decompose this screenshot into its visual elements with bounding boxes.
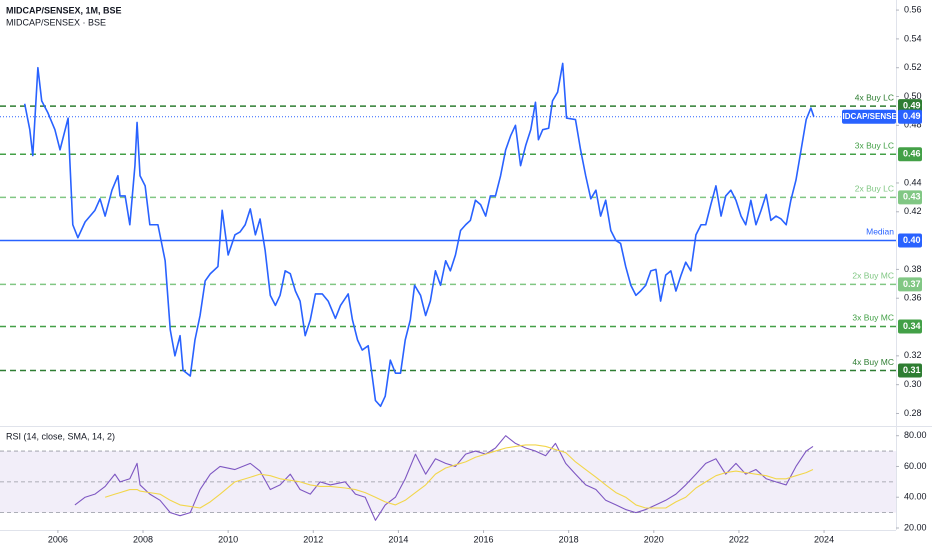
y-tick-label: 60.00	[904, 461, 927, 471]
last-value-label: 0.49	[903, 111, 921, 121]
y-tick-label: 0.50	[904, 91, 922, 101]
level-tag-label: 0.46	[903, 149, 921, 159]
y-tick-label: 0.38	[904, 264, 922, 274]
level-tag-label: 0.40	[903, 235, 921, 245]
x-tick-label: 2012	[303, 534, 323, 544]
level-label: 2x Buy MC	[852, 271, 894, 281]
level-label: 3x Buy MC	[852, 313, 894, 323]
y-tick-label: 0.36	[904, 293, 922, 303]
chart-subtitle: MIDCAP/SENSEX · BSE	[6, 17, 106, 27]
last-value-tag	[898, 109, 922, 124]
x-tick-label: 2016	[474, 534, 494, 544]
level-label: 3x Buy LC	[855, 141, 894, 151]
x-tick-label: 2018	[559, 534, 579, 544]
series-name-tag	[842, 109, 896, 124]
y-tick-label: 0.32	[904, 350, 922, 360]
level-label: Median	[866, 227, 894, 237]
y-tick-label: 0.28	[904, 408, 922, 418]
level-tag	[898, 190, 922, 205]
x-tick-label: 2014	[388, 534, 408, 544]
level-label: 4x Buy LC	[855, 92, 894, 102]
y-tick-label: 0.30	[904, 379, 922, 389]
series-name: MIDCAP/SENSEX	[836, 112, 903, 121]
level-label: 2x Buy LC	[855, 184, 894, 194]
x-tick-label: 2024	[814, 534, 834, 544]
x-tick-label: 2006	[48, 534, 68, 544]
series-line	[104, 444, 814, 509]
level-tag-label: 0.31	[903, 365, 921, 375]
y-tick-label: 0.56	[904, 4, 922, 14]
y-tick-label: 0.52	[904, 62, 922, 72]
level-label: 4x Buy MC	[852, 357, 894, 367]
y-tick-label: 20.00	[904, 522, 927, 532]
series-line	[23, 62, 815, 408]
level-tag	[898, 147, 922, 162]
level-tag	[898, 319, 922, 334]
x-tick-label: 2008	[133, 534, 153, 544]
x-tick-label: 2010	[218, 534, 238, 544]
level-tag	[898, 277, 922, 292]
y-tick-label: 0.44	[904, 177, 922, 187]
level-tag	[898, 99, 922, 114]
level-tag	[898, 363, 922, 378]
indicator-title: RSI (14, close, SMA, 14, 2)	[6, 431, 115, 441]
level-tag-label: 0.34	[903, 321, 921, 331]
chart-title: MIDCAP/SENSEX, 1M, BSE	[6, 5, 122, 15]
y-tick-label: 80.00	[904, 430, 927, 440]
series-line	[74, 435, 814, 521]
x-tick-label: 2020	[644, 534, 664, 544]
y-tick-label: 0.48	[904, 120, 922, 130]
y-tick-label: 0.54	[904, 33, 922, 43]
y-tick-label: 40.00	[904, 492, 927, 502]
level-tag-label: 0.37	[903, 279, 921, 289]
x-tick-label: 2022	[729, 534, 749, 544]
level-tag	[898, 233, 922, 248]
y-tick-label: 0.42	[904, 206, 922, 216]
level-tag-label: 0.43	[903, 192, 921, 202]
level-tag-label: 0.49	[903, 101, 921, 111]
